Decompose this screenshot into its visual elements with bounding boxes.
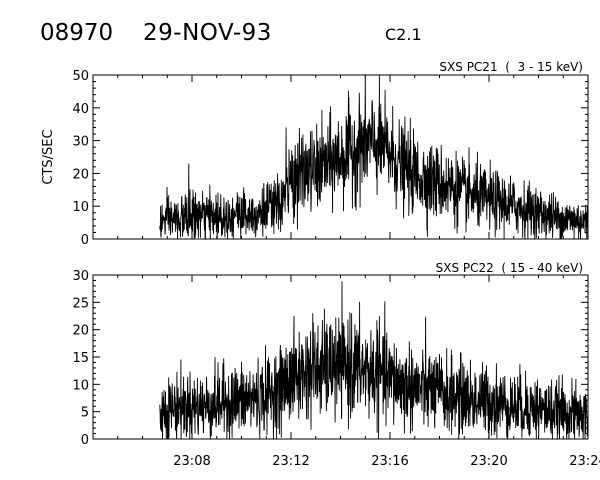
series-line-1 [159, 281, 589, 440]
x-tick-label: 23:16 [371, 454, 408, 469]
panel-1: SXS PC21 ( 3 - 15 keV) 0 10 20 30 40 50 CTS/SEC [41, 60, 589, 248]
x-tick-label: 23:12 [272, 454, 309, 469]
x-tick-label: 23:08 [173, 454, 210, 469]
y-tick-label: 30 [72, 269, 89, 284]
y-tick-label: 10 [72, 378, 89, 393]
y-tick-label: 5 [81, 406, 89, 421]
x-tick-label: 23:20 [470, 454, 507, 469]
series-line-1 [159, 74, 589, 241]
x-tick-label: 23:24 [569, 454, 600, 469]
event-date: 29-NOV-93 [143, 20, 272, 46]
y-tick-label: 20 [72, 324, 89, 339]
y-tick-label: 30 [72, 135, 89, 150]
y-tick-label: 40 [72, 102, 89, 117]
event-id: 08970 [40, 20, 113, 46]
panel-title: SXS PC22 ( 15 - 40 keV) [436, 261, 583, 275]
y-tick-label: 25 [72, 296, 89, 311]
y-tick-label: 0 [81, 233, 89, 248]
y-tick-label: 0 [81, 433, 89, 448]
y-tick-label: 10 [72, 200, 89, 215]
y-tick-label: 50 [72, 69, 89, 84]
y-tick-label: 15 [72, 351, 89, 366]
y-axis-label: CTS/SEC [41, 129, 56, 184]
y-tick-label: 20 [72, 167, 89, 182]
panel-title: SXS PC21 ( 3 - 15 keV) [439, 60, 583, 74]
panel-2: SXS PC22 ( 15 - 40 keV) 0 5 10 15 20 25 30 23:08… [72, 261, 600, 469]
goes-class: C2.1 [385, 25, 422, 44]
panels-group: SXS PC21 ( 3 - 15 keV)01020304050CTS/SEC… [41, 60, 600, 469]
